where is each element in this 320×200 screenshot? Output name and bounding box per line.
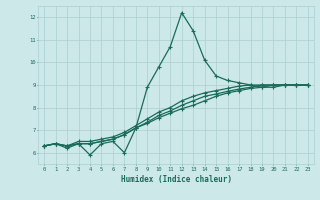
X-axis label: Humidex (Indice chaleur): Humidex (Indice chaleur) [121, 175, 231, 184]
